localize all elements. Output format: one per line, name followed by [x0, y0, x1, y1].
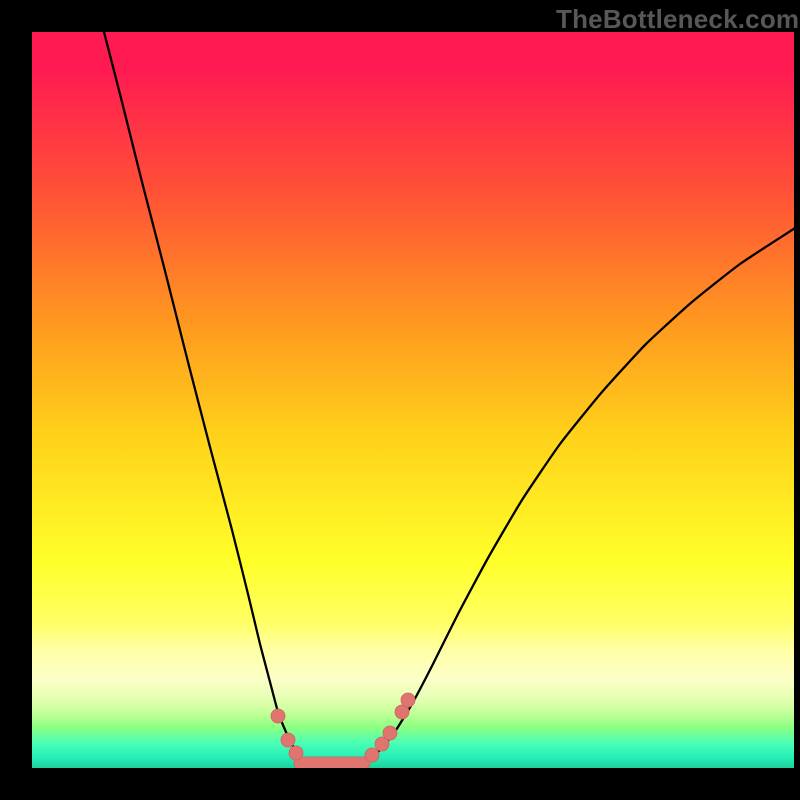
- bottleneck-curve: [104, 32, 794, 768]
- near-optimal-marker: [289, 746, 303, 760]
- near-optimal-marker: [281, 733, 295, 747]
- near-optimal-marker: [271, 709, 285, 723]
- near-optimal-marker: [383, 726, 397, 740]
- plot-area: [32, 32, 794, 768]
- frame-border-right: [794, 0, 800, 800]
- near-optimal-marker: [401, 693, 415, 707]
- chart-root: TheBottleneck.com: [0, 0, 800, 800]
- watermark-text: TheBottleneck.com: [556, 4, 799, 35]
- plot-svg: [32, 32, 794, 768]
- optimal-range-marker: [294, 757, 370, 768]
- frame-border-bottom: [0, 768, 800, 800]
- near-optimal-marker: [365, 748, 379, 762]
- frame-border-left: [0, 0, 32, 800]
